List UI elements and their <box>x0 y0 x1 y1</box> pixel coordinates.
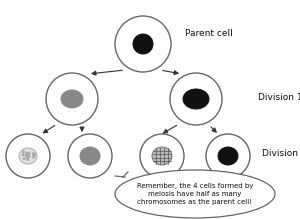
Circle shape <box>140 134 184 178</box>
Circle shape <box>115 16 171 72</box>
Text: Remember, the 4 cells formed by
meiosis have half as many
chromosomes as the par: Remember, the 4 cells formed by meiosis … <box>137 183 253 205</box>
Ellipse shape <box>80 147 100 165</box>
Circle shape <box>27 159 28 160</box>
Circle shape <box>26 156 28 157</box>
Ellipse shape <box>133 34 153 54</box>
Text: Parent cell: Parent cell <box>185 28 233 37</box>
Text: Division 1: Division 1 <box>258 92 300 101</box>
Circle shape <box>28 156 29 158</box>
Ellipse shape <box>183 89 209 109</box>
Circle shape <box>32 156 34 158</box>
Circle shape <box>28 154 29 156</box>
Circle shape <box>34 154 35 156</box>
Ellipse shape <box>115 170 275 218</box>
Ellipse shape <box>218 147 238 165</box>
Ellipse shape <box>61 90 83 108</box>
Text: Division 2: Division 2 <box>262 150 300 159</box>
Circle shape <box>26 156 28 157</box>
Circle shape <box>23 151 24 153</box>
Circle shape <box>28 152 30 154</box>
Circle shape <box>28 154 29 156</box>
Ellipse shape <box>19 148 37 164</box>
Circle shape <box>46 73 98 125</box>
Circle shape <box>27 155 28 157</box>
Circle shape <box>206 134 250 178</box>
Circle shape <box>6 134 50 178</box>
Ellipse shape <box>152 147 172 165</box>
Circle shape <box>26 152 28 154</box>
Circle shape <box>27 153 28 155</box>
Circle shape <box>68 134 112 178</box>
Circle shape <box>170 73 222 125</box>
Circle shape <box>33 153 34 155</box>
Circle shape <box>33 153 35 155</box>
Circle shape <box>23 158 25 159</box>
Circle shape <box>26 154 27 156</box>
Circle shape <box>22 154 24 155</box>
